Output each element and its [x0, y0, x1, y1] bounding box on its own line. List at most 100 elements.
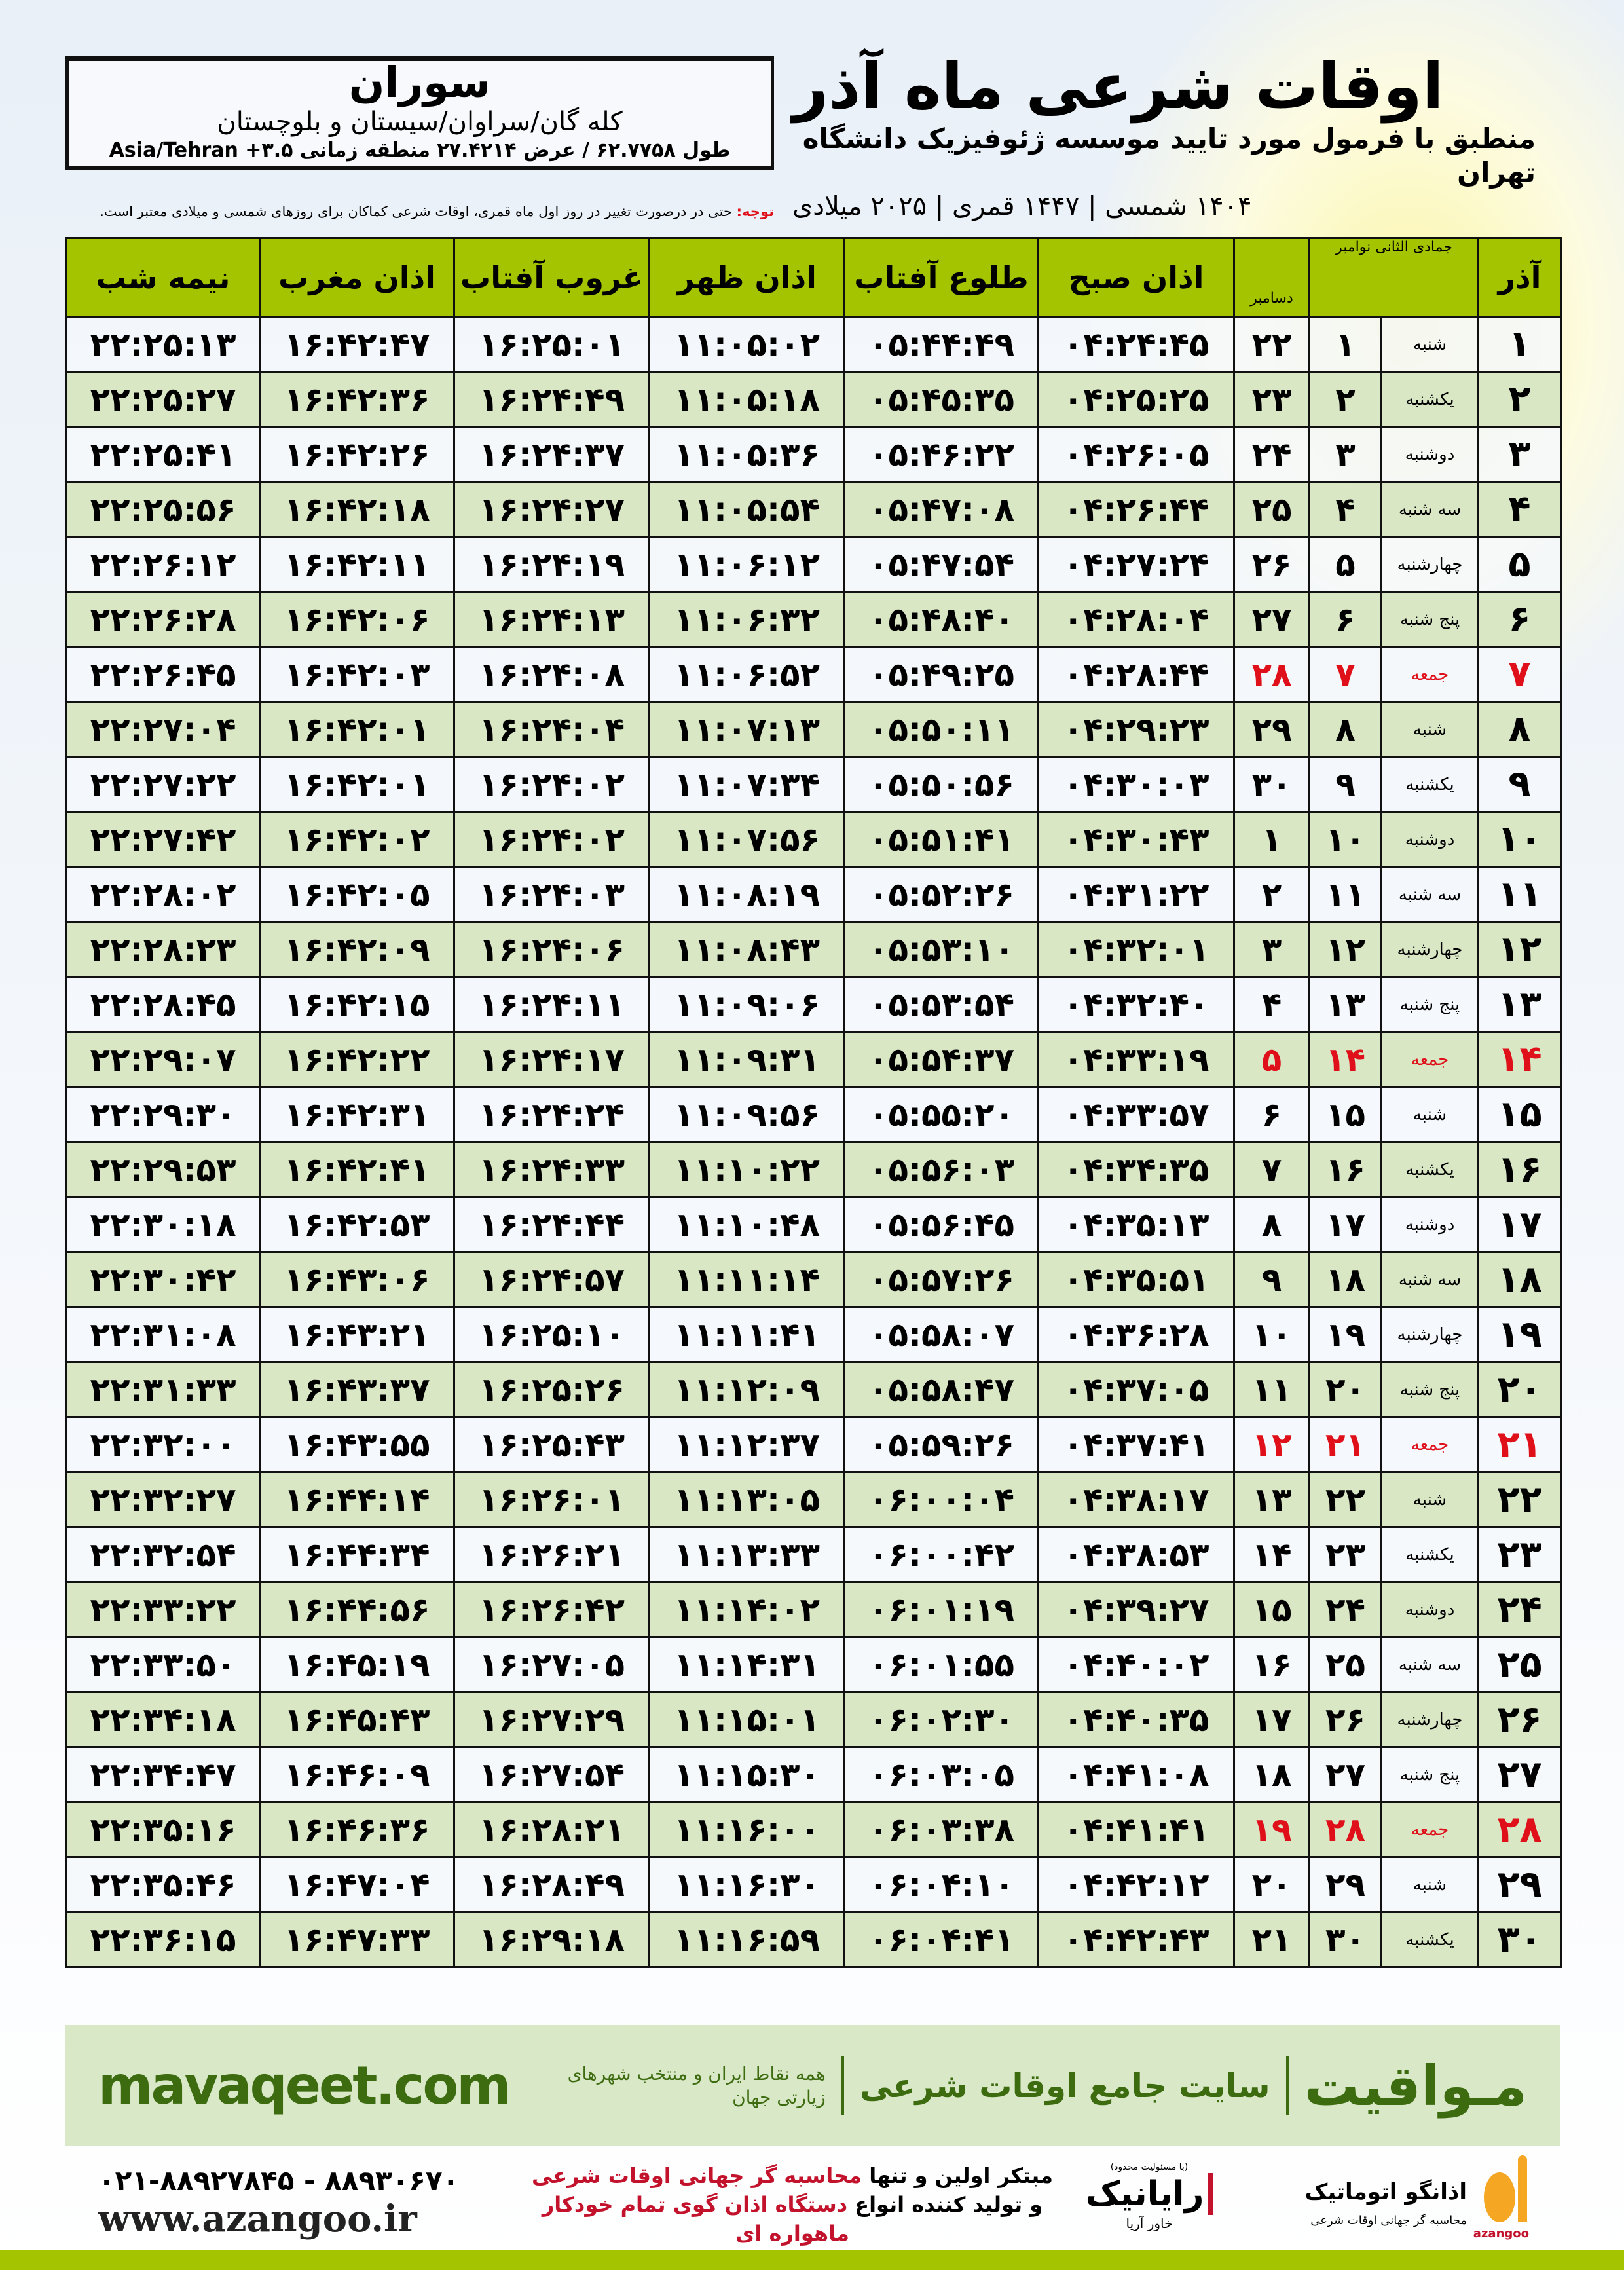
- note: توجه: حتی در درصورت تغییر در روز اول ماه…: [13, 204, 774, 219]
- tolu-time: ۰۶:۰۱:۵۵: [843, 1636, 1039, 1693]
- azar-day: ۷: [1477, 646, 1562, 703]
- slogan-highlight: محاسبه گر جهانی اوقات شرعی: [532, 2163, 862, 2188]
- tolu-time: ۰۵:۵۳:۵۴: [843, 976, 1039, 1033]
- azar-day: ۶: [1477, 591, 1562, 648]
- ghorub-time: ۱۶:۲۴:۱۷: [453, 1031, 650, 1088]
- ghorub-time: ۱۶:۲۴:۵۷: [453, 1251, 650, 1308]
- slogan-text: و تولید کننده انواع: [847, 2192, 1043, 2217]
- ghorub-time: ۱۶:۲۶:۰۱: [453, 1471, 650, 1528]
- jumada-day: ۱۴: [1308, 1031, 1383, 1088]
- sobh-time: ۰۴:۲۶:۴۴: [1037, 481, 1235, 538]
- weekday: چهارشنبه: [1380, 921, 1480, 978]
- maghreb-time: ۱۶:۴۲:۴۱: [259, 1141, 455, 1198]
- december-day: ۸: [1233, 1196, 1310, 1253]
- nime-time: ۲۲:۳۵:۱۶: [65, 1801, 261, 1858]
- prayer-times-table: آذر جمادی الثانی نوامبر دسامبر اذان صبح …: [65, 237, 1562, 1968]
- azar-day: ۱: [1477, 316, 1562, 373]
- jumada-day: ۳: [1308, 426, 1383, 483]
- ghorub-time: ۱۶:۲۴:۰۲: [453, 811, 650, 868]
- december-day: ۱۴: [1233, 1526, 1310, 1583]
- nime-time: ۲۲:۳۶:۱۵: [65, 1911, 261, 1968]
- december-day: ۲: [1233, 866, 1310, 923]
- mavaqeet-site-label: سایت جامع اوقات شرعی: [859, 2066, 1270, 2105]
- jumada-day: ۲: [1308, 371, 1383, 428]
- nime-time: ۲۲:۲۸:۰۲: [65, 866, 261, 923]
- tolu-time: ۰۵:۵۰:۵۶: [843, 756, 1039, 813]
- nime-time: ۲۲:۳۰:۴۲: [65, 1251, 261, 1308]
- azar-day: ۲۶: [1477, 1691, 1562, 1748]
- nime-time: ۲۲:۲۶:۲۸: [65, 591, 261, 648]
- city-name: سوران: [348, 59, 491, 107]
- weekday: دوشنبه: [1380, 426, 1480, 483]
- ghorub-time: ۱۶:۲۶:۴۲: [453, 1581, 650, 1638]
- ghorub-time: ۱۶:۲۴:۱۱: [453, 976, 650, 1033]
- sobh-time: ۰۴:۳۰:۴۳: [1037, 811, 1235, 868]
- maghreb-time: ۱۶:۴۳:۰۶: [259, 1251, 455, 1308]
- ghorub-time: ۱۶:۲۴:۰۳: [453, 866, 650, 923]
- slogan-text: مبتکر اولین و تنها: [862, 2163, 1053, 2188]
- weekday: دوشنبه: [1380, 811, 1480, 868]
- sobh-time: ۰۴:۳۵:۱۳: [1037, 1196, 1235, 1253]
- rayanik-logo: (با مسئولیت محدود) رایانیک خاور آریا: [1074, 2161, 1225, 2232]
- jumada-day: ۱۹: [1308, 1306, 1383, 1363]
- sobh-time: ۰۴:۲۴:۴۵: [1037, 316, 1235, 373]
- weekday: جمعه: [1380, 1416, 1480, 1473]
- divider: [841, 2056, 844, 2115]
- table-row: ۹ یکشنبه ۹ ۳۰ ۰۴:۳۰:۰۳ ۰۵:۵۰:۵۶ ۱۱:۰۷:۳۴ ۱۶:۲۴:…: [65, 756, 1562, 813]
- sobh-time: ۰۴:۴۱:۴۱: [1037, 1801, 1235, 1858]
- bottom-bar: [0, 2250, 1624, 2270]
- tolu-time: ۰۵:۵۸:۴۷: [843, 1361, 1039, 1418]
- table-row: ۲ یکشنبه ۲ ۲۳ ۰۴:۲۵:۲۵ ۰۵:۴۵:۳۵ ۱۱:۰۵:۱۸ ۱۶:۲۴:…: [65, 371, 1562, 428]
- december-day: ۲۸: [1233, 646, 1310, 703]
- december-day: ۲۱: [1233, 1911, 1310, 1968]
- azar-day: ۱۹: [1477, 1306, 1562, 1363]
- azar-day: ۹: [1477, 756, 1562, 813]
- azar-day: ۲۵: [1477, 1636, 1562, 1693]
- jumada-day: ۲۵: [1308, 1636, 1383, 1693]
- tolu-time: ۰۵:۵۳:۱۰: [843, 921, 1039, 978]
- maghreb-time: ۱۶:۴۲:۰۱: [259, 701, 455, 758]
- december-day: ۲۹: [1233, 701, 1310, 758]
- zohr-time: ۱۱:۱۳:۳۳: [648, 1526, 845, 1583]
- table-row: ۳ دوشنبه ۳ ۲۴ ۰۴:۲۶:۰۵ ۰۵:۴۶:۲۲ ۱۱:۰۵:۳۶ ۱۶:۲۴:…: [65, 426, 1562, 483]
- mavaqeet-logo: مـواقیت: [1304, 2053, 1527, 2118]
- nime-time: ۲۲:۳۵:۴۶: [65, 1856, 261, 1913]
- weekday: یکشنبه: [1380, 371, 1480, 428]
- jumada-day: ۲۰: [1308, 1361, 1383, 1418]
- nime-time: ۲۲:۲۷:۰۴: [65, 701, 261, 758]
- zohr-time: ۱۱:۱۲:۰۹: [648, 1361, 845, 1418]
- sobh-time: ۰۴:۳۶:۲۸: [1037, 1306, 1235, 1363]
- ghorub-time: ۱۶:۲۴:۲۷: [453, 481, 650, 538]
- rayanik-name: رایانیک: [1086, 2173, 1213, 2215]
- nime-time: ۲۲:۲۹:۵۳: [65, 1141, 261, 1198]
- minaret-dome-icon: [1484, 2155, 1527, 2222]
- nime-time: ۲۲:۳۲:۵۴: [65, 1526, 261, 1583]
- azangoo-website[interactable]: www.azangoo.ir: [98, 2197, 417, 2241]
- maghreb-time: ۱۶:۴۳:۵۵: [259, 1416, 455, 1473]
- nime-time: ۲۲:۲۵:۴۱: [65, 426, 261, 483]
- mavaqeet-url[interactable]: mavaqeet.com: [98, 2055, 511, 2116]
- jumada-day: ۱۵: [1308, 1086, 1383, 1143]
- jumada-day: ۱۱: [1308, 866, 1383, 923]
- jumada-day: ۲۷: [1308, 1746, 1383, 1803]
- weekday: پنج شنبه: [1380, 976, 1480, 1033]
- header-november: نوامبر: [1335, 239, 1371, 255]
- azar-day: ۱۱: [1477, 866, 1562, 923]
- weekday: یکشنبه: [1380, 1911, 1480, 1968]
- zohr-time: ۱۱:۰۹:۰۶: [648, 976, 845, 1033]
- ghorub-time: ۱۶:۲۴:۰۶: [453, 921, 650, 978]
- ghorub-time: ۱۶:۲۴:۴۴: [453, 1196, 650, 1253]
- sobh-time: ۰۴:۳۳:۱۹: [1037, 1031, 1235, 1088]
- tolu-time: ۰۶:۰۰:۴۲: [843, 1526, 1039, 1583]
- header-azar: آذر: [1477, 237, 1562, 318]
- maghreb-time: ۱۶:۴۲:۳۶: [259, 371, 455, 428]
- table-row: ۲۸ جمعه ۲۸ ۱۹ ۰۴:۴۱:۴۱ ۰۶:۰۳:۳۸ ۱۱:۱۶:۰۰ ۱۶:۲۸:…: [65, 1801, 1562, 1858]
- tolu-time: ۰۵:۴۶:۲۲: [843, 426, 1039, 483]
- nime-time: ۲۲:۲۷:۴۲: [65, 811, 261, 868]
- divider: [1285, 2056, 1289, 2115]
- nime-time: ۲۲:۳۱:۳۳: [65, 1361, 261, 1418]
- weekday: پنج شنبه: [1380, 1746, 1480, 1803]
- tolu-time: ۰۵:۵۰:۱۱: [843, 701, 1039, 758]
- jumada-day: ۵: [1308, 536, 1383, 593]
- jumada-day: ۴: [1308, 481, 1383, 538]
